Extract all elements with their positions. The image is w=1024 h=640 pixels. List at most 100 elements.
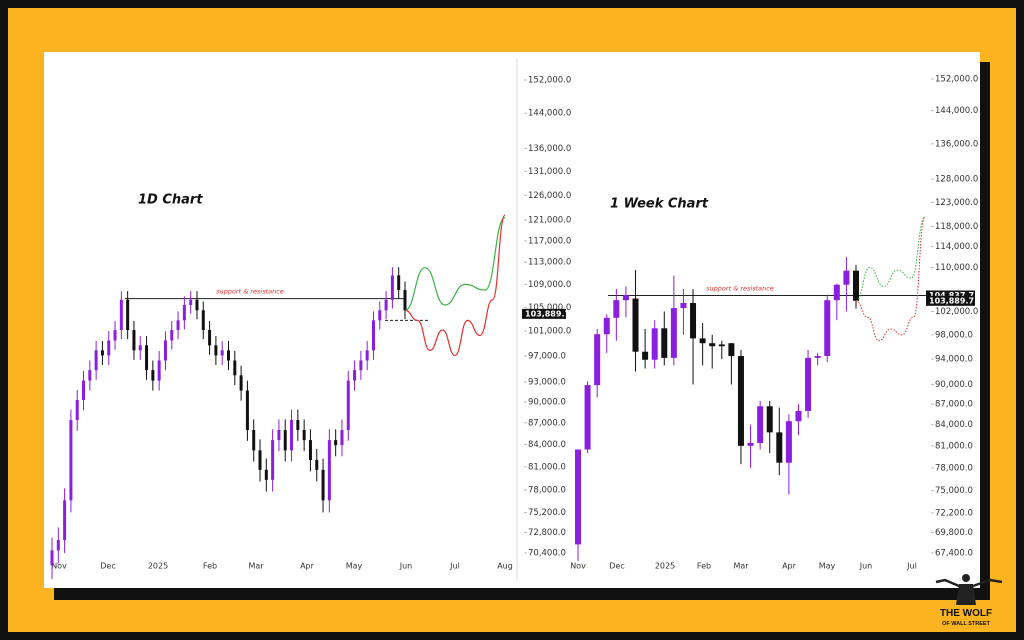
annotation: support & resistance <box>216 288 284 296</box>
candle-body <box>805 357 812 411</box>
candle-body <box>119 299 123 330</box>
candle-body <box>378 310 382 321</box>
y-tick-label: 144,000.0 <box>528 109 571 119</box>
annotation: support & resistance <box>706 285 774 293</box>
x-tick-label: Dec <box>609 562 624 571</box>
candle-body <box>107 340 111 356</box>
candle-body <box>632 298 639 352</box>
y-tick-label: 72,200.0 <box>935 508 973 518</box>
candle-body <box>661 328 668 358</box>
y-tick-label: 126,000.0 <box>528 191 571 201</box>
candle-body <box>651 328 658 360</box>
candle-body <box>233 360 237 376</box>
y-tick-label: 87,000.0 <box>528 418 566 428</box>
candle-body <box>138 345 142 351</box>
y-tick-label: 75,000.0 <box>935 486 973 496</box>
brand-line2: OF WALL STREET <box>942 621 991 627</box>
candle-body <box>747 442 754 446</box>
candle-body <box>384 299 388 311</box>
logo-arm <box>935 578 960 588</box>
candle-body <box>340 429 344 446</box>
candle-body <box>189 299 193 305</box>
candle-body <box>346 380 350 430</box>
x-tick-label: Feb <box>697 562 711 571</box>
candle-body <box>176 320 180 330</box>
candle-body <box>718 344 725 347</box>
candle-body <box>220 350 224 356</box>
logo-arm <box>972 578 1003 588</box>
y-tick-label: 84,000.0 <box>935 420 973 430</box>
y-tick-label: 110,000.0 <box>935 263 978 273</box>
candle-body <box>258 450 262 470</box>
y-tick-label: 94,000.0 <box>935 355 973 365</box>
y-tick-label: 81,000.0 <box>935 441 973 451</box>
candle-body <box>163 340 167 361</box>
x-tick-label: Mar <box>733 562 749 571</box>
y-tick-label: 98,000.0 <box>935 330 973 340</box>
brand-line1: THE WOLF <box>940 608 992 619</box>
candle-body <box>795 410 802 422</box>
candle-body <box>63 500 67 541</box>
candle-body <box>403 290 407 311</box>
y-tick-label: 75,200.0 <box>528 508 566 518</box>
candle-body <box>69 420 73 501</box>
price-label-box <box>926 295 975 306</box>
candle-body <box>371 320 375 351</box>
candle-body <box>283 429 287 451</box>
candle-body <box>853 270 859 301</box>
candle-body <box>699 338 706 344</box>
panel <box>44 52 980 588</box>
candle-body <box>390 275 394 300</box>
x-tick-label: 2025 <box>655 562 675 571</box>
candle-body <box>100 350 104 356</box>
candle-body <box>201 310 205 330</box>
price-label: 103,889.7 <box>525 309 570 318</box>
y-tick-label: 136,000.0 <box>935 139 978 149</box>
candle-body <box>603 317 610 335</box>
logo-head <box>962 574 970 582</box>
chart-title: 1 Week Chart <box>610 197 709 212</box>
x-tick-label: Aug <box>497 562 513 571</box>
candle-body <box>365 350 369 361</box>
x-tick-label: Jun <box>859 562 873 571</box>
y-tick-label: 87,000.0 <box>935 400 973 410</box>
candle-body <box>113 329 117 341</box>
candle-body <box>302 429 306 441</box>
candle-body <box>315 460 319 470</box>
candle-body <box>814 356 821 358</box>
candle-body <box>690 302 697 339</box>
candle-body <box>728 343 735 357</box>
candle-body <box>264 469 268 480</box>
candle-body <box>151 370 155 381</box>
y-tick-label: 152,000.0 <box>528 76 571 86</box>
candle-body <box>132 329 136 351</box>
y-tick-label: 69,800.0 <box>935 528 973 538</box>
candle-body <box>642 351 649 360</box>
candle-body <box>157 360 161 381</box>
x-tick-label: Feb <box>203 562 217 571</box>
y-tick-label: 90,000.0 <box>935 380 973 390</box>
x-tick-label: Nov <box>51 562 67 571</box>
candle-body <box>252 429 256 451</box>
x-tick-label: Apr <box>300 562 315 571</box>
x-tick-label: Nov <box>570 562 586 571</box>
projection-line <box>404 217 506 311</box>
candle-body <box>227 350 230 361</box>
candle-body <box>594 334 601 386</box>
price-label-box <box>522 308 566 319</box>
candle-body <box>824 300 831 357</box>
y-tick-label: 136,000.0 <box>528 144 571 154</box>
y-tick-label: 78,000.0 <box>528 486 566 496</box>
candle-body <box>737 356 744 446</box>
candle-body <box>290 420 294 451</box>
candle-body <box>50 550 54 566</box>
y-tick-label: 81,000.0 <box>528 462 566 472</box>
candle-body <box>709 343 716 347</box>
candle-body <box>397 275 401 291</box>
candle-body <box>145 345 149 371</box>
price-label-box <box>926 290 975 301</box>
candle-body <box>670 308 677 358</box>
candle-body <box>622 295 629 301</box>
y-tick-label: 114,000.0 <box>935 242 978 252</box>
